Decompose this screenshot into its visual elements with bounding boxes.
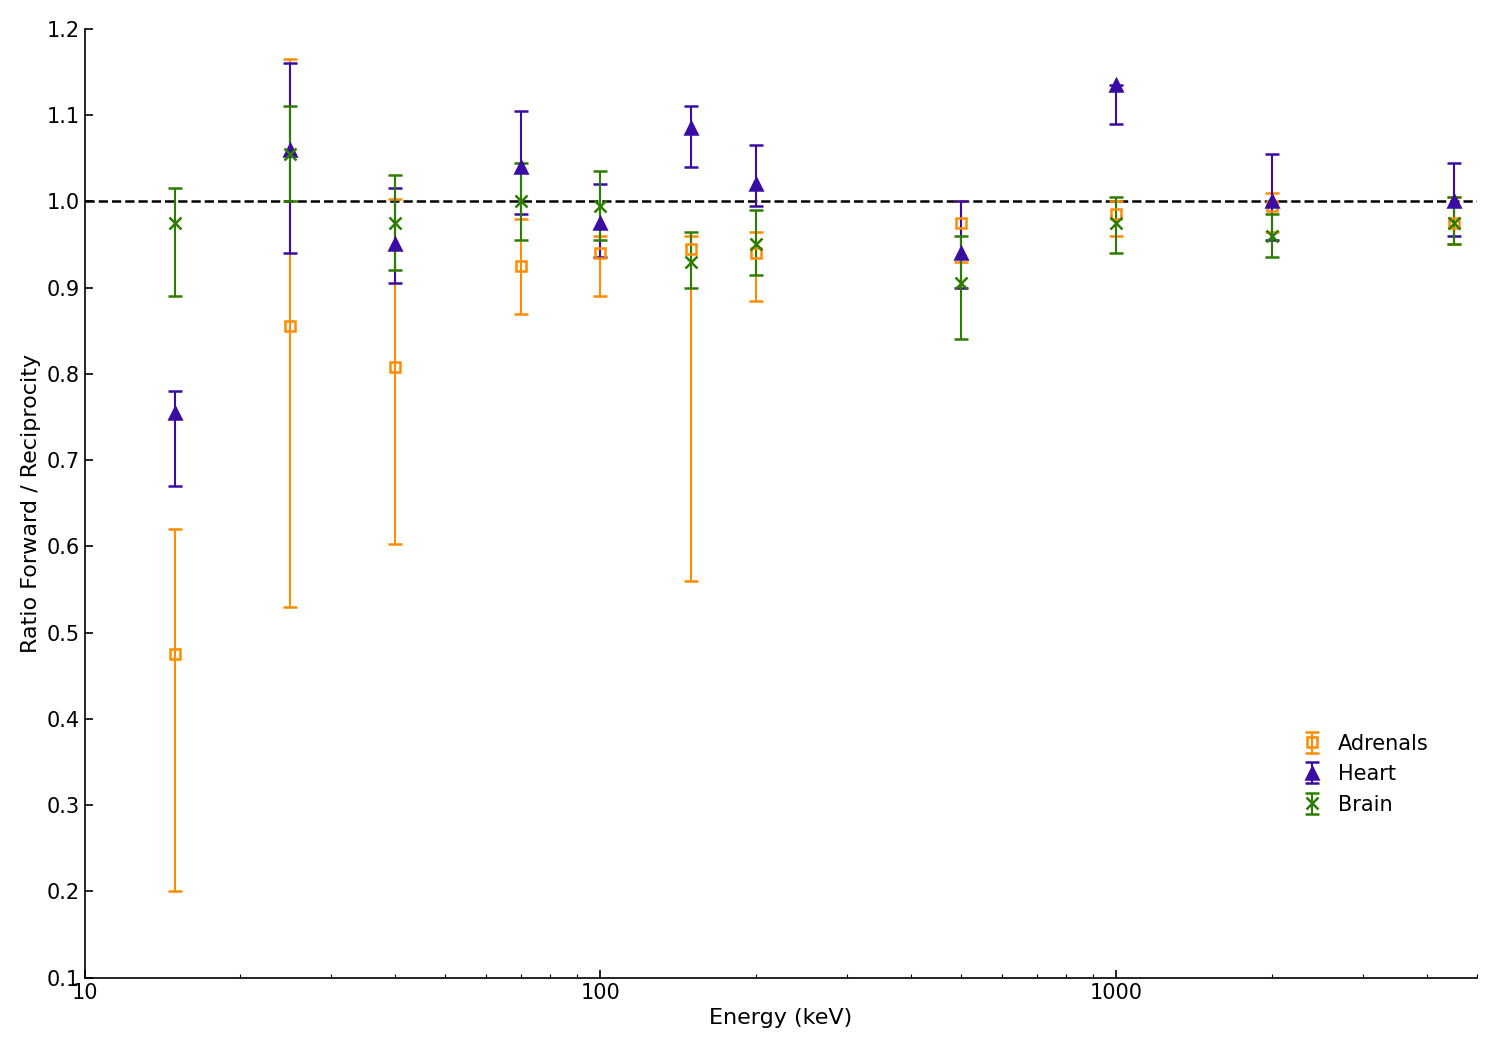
X-axis label: Energy (keV): Energy (keV)	[709, 1008, 852, 1028]
Y-axis label: Ratio Forward / Reciprocity: Ratio Forward / Reciprocity	[21, 354, 40, 652]
Legend: Adrenals, Heart, Brain: Adrenals, Heart, Brain	[1285, 724, 1440, 825]
